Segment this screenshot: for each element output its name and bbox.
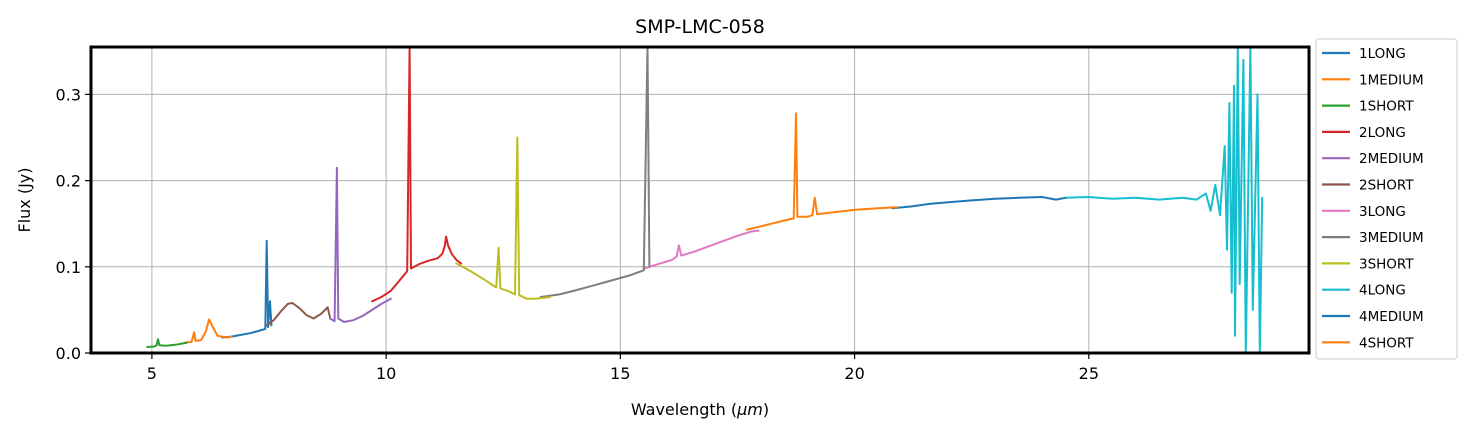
legend-frame [1315, 38, 1458, 360]
series-line-3long [642, 229, 760, 270]
x-tick-label: 5 [147, 364, 157, 383]
legend-label-1long: 1LONG [1359, 46, 1406, 62]
x-axis-label-close: ) [763, 400, 769, 419]
legend-label-4short: 4SHORT [1359, 335, 1414, 351]
x-tick-label: 25 [1079, 364, 1099, 383]
y-tick-label: 0.3 [56, 85, 81, 104]
legend-label-3short: 3SHORT [1359, 256, 1414, 272]
series-line-1long [221, 239, 273, 339]
legend-label-2medium: 2MEDIUM [1359, 151, 1424, 167]
y-tick-label: 0.0 [56, 344, 81, 363]
x-axis-label: Wavelength (μm) [631, 400, 769, 419]
axis-ticks: 5 10 15 20 25 0.0 0.1 0.2 0.3 [56, 85, 1099, 383]
legend-label-2long: 2LONG [1359, 125, 1406, 141]
legend-label-3medium: 3MEDIUM [1359, 230, 1424, 246]
legend-label-1short: 1SHORT [1359, 99, 1414, 115]
x-axis-label-unit: μm [736, 400, 763, 419]
x-tick-label: 15 [610, 364, 630, 383]
legend: 1LONG 1MEDIUM 1SHORT 2LONG 2MEDIUM 2SHORT 3LON… [1315, 38, 1458, 360]
y-tick-label: 0.1 [56, 258, 81, 277]
legend-label-2short: 2SHORT [1359, 178, 1414, 194]
series-line-3medium [539, 47, 651, 298]
legend-label-4long: 4LONG [1359, 283, 1406, 299]
y-tick-label: 0.2 [56, 172, 81, 191]
series-line-1medium [183, 318, 233, 344]
series-line-2medium [328, 166, 392, 323]
legend-label-3long: 3LONG [1359, 204, 1406, 220]
x-tick-label: 10 [376, 364, 396, 383]
legend-label-1medium: 1MEDIUM [1359, 72, 1424, 88]
series-line-4long [1064, 47, 1264, 353]
plot-frame [89, 45, 1311, 355]
series-line-3short [455, 136, 552, 300]
series-layer [146, 47, 1264, 353]
y-axis-label: Flux (Jy) [15, 167, 34, 232]
legend-label-4medium: 4MEDIUM [1359, 309, 1424, 325]
x-axis-label-text: Wavelength ( [631, 400, 737, 419]
series-line-4medium [891, 196, 1067, 210]
series-line-2short [265, 302, 331, 327]
series-line-4short [745, 112, 898, 231]
chart-title: SMP-LMC-058 [635, 16, 765, 38]
series-line-2long [371, 47, 463, 303]
x-tick-label: 20 [844, 364, 864, 383]
series-line-1short [146, 338, 188, 348]
